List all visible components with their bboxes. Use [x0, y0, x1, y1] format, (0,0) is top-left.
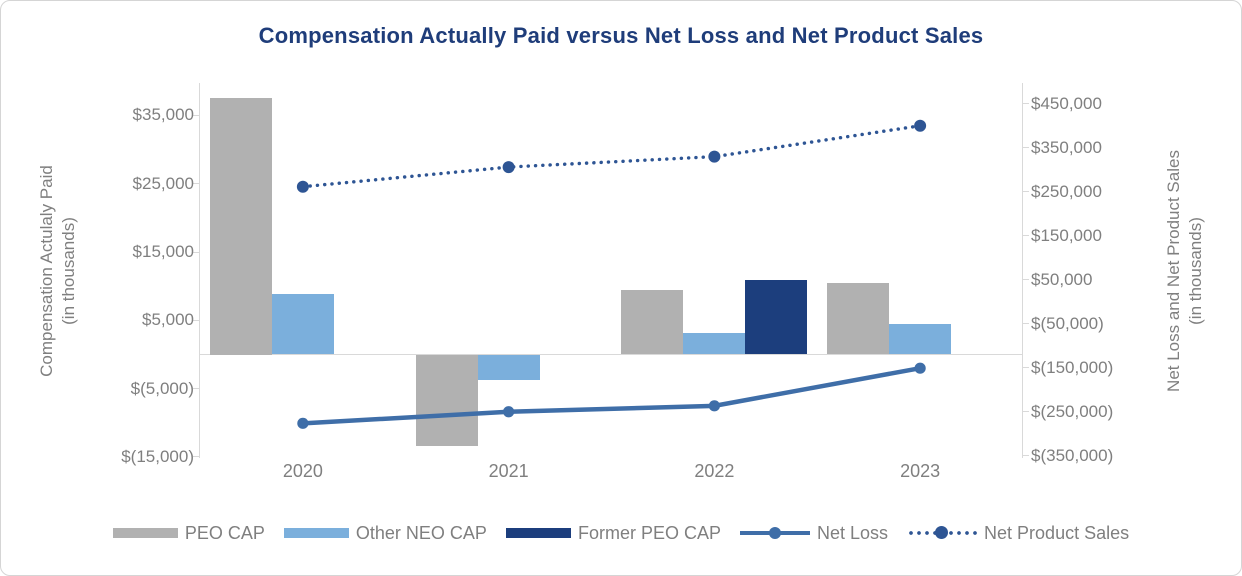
legend-label-peo-cap: PEO CAP [184, 522, 265, 543]
legend: PEO CAP Other NEO CAP Former PEO CAP Net… [1, 517, 1241, 549]
left-axis-title-line2: (in thousands) [59, 217, 78, 325]
marker-net-loss-2021 [503, 406, 515, 418]
legend-label-other-neo-cap: Other NEO CAP [355, 522, 487, 543]
left-axis-tick-label: $15,000 [132, 242, 194, 262]
x-axis-label-2020: 2020 [282, 461, 323, 481]
right-axis-tick-label: $450,000 [1031, 93, 1102, 113]
legend-item-former-peo-cap: Former PEO CAP [505, 522, 721, 544]
right-axis-tick-label: $350,000 [1031, 137, 1102, 157]
bar-peo-cap-2022 [621, 290, 684, 355]
right-axis-tick-label: $(350,000) [1031, 445, 1114, 465]
other-neo-cap-swatch-icon [283, 528, 349, 538]
bar-other-neo-cap-2023 [889, 324, 952, 355]
right-axis-tick-label: $250,000 [1031, 181, 1102, 201]
legend-label-net-product-sales: Net Product Sales [984, 522, 1130, 543]
left-axis-tick-label: $35,000 [132, 105, 194, 125]
right-axis-tickmark [1023, 235, 1029, 236]
marker-net-loss-2020 [297, 417, 309, 429]
bar-other-neo-cap-2021 [477, 354, 540, 380]
net-product-sales-dotted-swatch-icon [907, 526, 978, 540]
line-net-loss [302, 365, 921, 426]
net-loss-line-swatch-icon [739, 526, 810, 540]
marker-net-product-sales-2020 [296, 180, 309, 193]
left-axis-tickmark [193, 456, 199, 458]
bar-other-neo-cap-2020 [271, 293, 334, 355]
left-axis-tickmark [193, 251, 199, 253]
right-axis-title-line2: (in thousands) [1186, 217, 1205, 325]
right-axis-tick-label: $(250,000) [1031, 401, 1114, 421]
line-net-product-sales [301, 124, 922, 189]
legend-label-net-loss: Net Loss [816, 522, 889, 543]
left-axis-title-line1: Compensation Actulaly Paid [37, 165, 56, 377]
peo-cap-swatch-icon [112, 528, 178, 538]
former-peo-cap-swatch-icon [505, 528, 571, 538]
right-axis-tickmark [1023, 279, 1029, 280]
right-axis-tickmark [1023, 103, 1029, 104]
left-axis-title: Compensation Actulaly Paid (in thousands… [36, 165, 80, 377]
right-axis-tickmark [1023, 411, 1029, 412]
bar-peo-cap-2023 [827, 282, 890, 355]
legend-label-former-peo-cap: Former PEO CAP [577, 522, 721, 543]
chart-title: Compensation Actually Paid versus Net Lo… [258, 23, 984, 48]
right-axis-tickmark [1023, 455, 1029, 456]
legend-item-peo-cap: PEO CAP [112, 522, 265, 544]
marker-net-loss-2023 [914, 362, 926, 374]
left-axis-tickmark [193, 319, 199, 321]
x-axis-label-2022: 2022 [694, 461, 735, 481]
right-axis-tickmark [1023, 323, 1029, 324]
right-axis-tickmark [1023, 147, 1029, 148]
x-axis-label-2023: 2023 [900, 461, 941, 481]
left-axis-line [199, 83, 200, 458]
right-axis-tickmark [1023, 367, 1029, 368]
marker-net-product-sales-2022 [708, 150, 721, 163]
right-axis-tick-label: $(50,000) [1031, 313, 1104, 333]
bar-former-peo-cap-2022 [745, 280, 808, 355]
marker-net-loss-2022 [708, 400, 720, 412]
left-axis-tickmark [193, 183, 199, 185]
right-axis-line [1022, 83, 1023, 458]
marker-net-product-sales-2021 [502, 161, 515, 174]
category-baseline [200, 354, 1023, 355]
bar-peo-cap-2021 [415, 354, 478, 447]
left-axis-tickmark [193, 388, 199, 390]
marker-net-product-sales-2023 [914, 119, 927, 132]
left-axis-tick-label: $5,000 [142, 310, 194, 330]
left-axis-tick-label: $(5,000) [130, 378, 194, 398]
right-axis-tick-label: $(150,000) [1031, 357, 1114, 377]
bar-peo-cap-2020 [209, 98, 272, 355]
right-axis-tick-label: $150,000 [1031, 225, 1102, 245]
right-axis-tick-label: $50,000 [1031, 269, 1093, 289]
left-axis-tickmark [193, 114, 199, 116]
legend-item-net-loss: Net Loss [739, 522, 889, 544]
legend-item-net-product-sales: Net Product Sales [907, 523, 1129, 544]
bar-other-neo-cap-2022 [683, 332, 746, 355]
x-axis-label-2021: 2021 [488, 461, 529, 481]
right-axis-tickmark [1023, 191, 1029, 192]
left-axis-tick-label: $(15,000) [121, 446, 194, 466]
legend-item-other-neo-cap: Other NEO CAP [283, 522, 487, 544]
left-axis-tick-label: $25,000 [132, 173, 194, 193]
